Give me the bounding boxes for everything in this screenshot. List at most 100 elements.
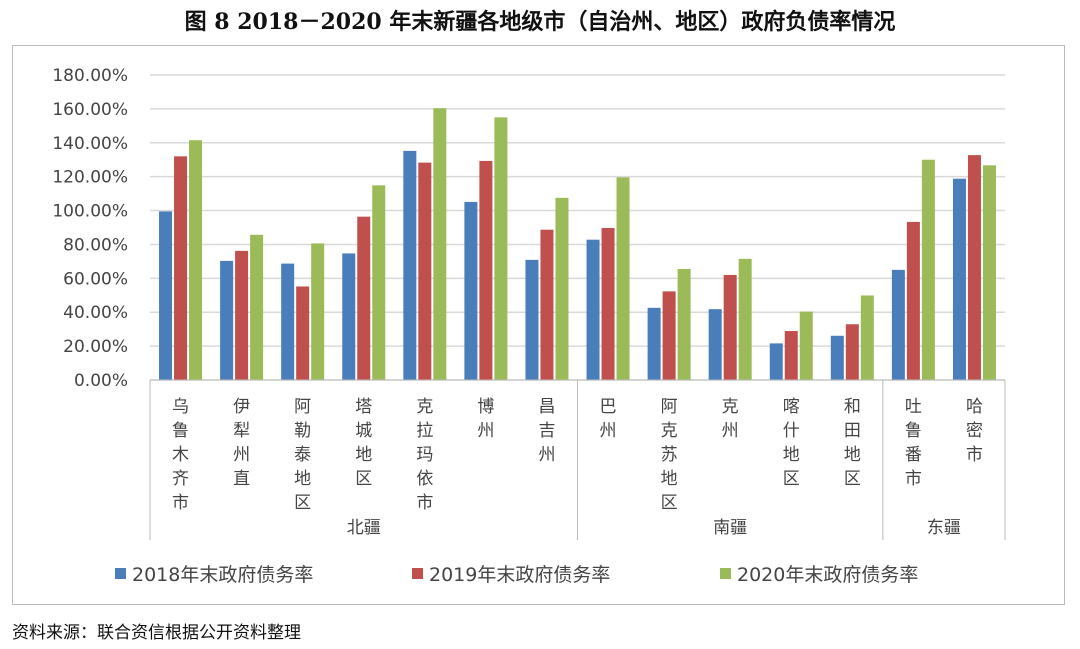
x-tick-label-char: 密 — [966, 421, 983, 441]
x-tick-label-char: 吐 — [905, 397, 922, 417]
source-note: 资料来源：联合资信根据公开资料整理 — [12, 623, 301, 643]
bar-2-10 — [784, 331, 798, 380]
bar-1-12 — [891, 269, 905, 380]
group-label: 东疆 — [927, 518, 961, 538]
bar-3-0 — [189, 140, 203, 380]
x-tick-label-char: 玛 — [416, 445, 433, 465]
x-tick-label-char: 地 — [661, 469, 678, 489]
x-tick-label-char: 区 — [294, 493, 311, 513]
chart-frame — [12, 45, 1065, 605]
x-tick-label-char: 什 — [783, 421, 800, 441]
bar-3-10 — [799, 311, 813, 380]
x-tick-label-char: 阿 — [294, 397, 311, 417]
x-tick-label-char: 市 — [966, 445, 983, 465]
bar-3-4 — [433, 108, 447, 380]
legend-swatch — [720, 568, 731, 579]
legend-label: 2018年末政府债务率 — [132, 564, 313, 586]
x-tick-label-char: 地 — [294, 469, 311, 489]
x-tick-label-char: 区 — [661, 493, 678, 513]
bar-2-2 — [296, 286, 310, 380]
y-tick-label: 100.00% — [52, 202, 128, 222]
bar-3-7 — [616, 177, 630, 380]
bar-3-12 — [921, 159, 935, 380]
bar-1-9 — [708, 309, 722, 380]
group-label: 北疆 — [347, 518, 381, 538]
bar-1-10 — [769, 343, 783, 380]
x-tick-label-char: 区 — [355, 469, 372, 489]
bar-2-1 — [235, 250, 249, 380]
bar-2-11 — [845, 324, 859, 380]
bar-1-11 — [830, 335, 844, 380]
x-tick-label-char: 番 — [905, 445, 922, 465]
x-tick-label-char: 阿 — [661, 397, 678, 417]
x-tick-label-char: 州 — [600, 421, 617, 441]
x-tick-label-char: 鲁 — [905, 421, 922, 441]
x-tick-label-char: 地 — [783, 445, 800, 465]
x-tick-label-char: 城 — [355, 421, 372, 441]
bar-1-13 — [952, 178, 966, 380]
x-tick-label-char: 塔 — [355, 397, 372, 417]
x-tick-label-char: 直 — [233, 469, 250, 489]
x-tick-label-char: 克 — [722, 397, 739, 417]
x-tick-label-char: 犁 — [233, 421, 250, 441]
bar-2-8 — [662, 291, 676, 380]
y-tick-label: 40.00% — [63, 303, 128, 323]
x-tick-label-char: 巴 — [600, 397, 617, 417]
x-tick-label-char: 克 — [416, 397, 433, 417]
x-tick-label-char: 乌 — [172, 397, 189, 417]
y-tick-label: 20.00% — [63, 337, 128, 357]
x-tick-label-char: 地 — [844, 445, 861, 465]
x-tick-label-char: 田 — [844, 421, 861, 441]
x-tick-label-char: 苏 — [661, 445, 678, 465]
legend-swatch — [115, 568, 126, 579]
x-tick-label-char: 博 — [477, 397, 494, 417]
bar-1-5 — [464, 201, 478, 380]
bar-2-0 — [174, 156, 188, 380]
bar-3-13 — [982, 165, 996, 380]
x-tick-label-char: 市 — [172, 493, 189, 513]
bar-3-1 — [250, 234, 264, 380]
x-tick-label-char: 鲁 — [172, 421, 189, 441]
y-tick-label: 180.00% — [52, 66, 128, 86]
bar-2-3 — [357, 216, 371, 380]
y-tick-label: 80.00% — [63, 235, 128, 255]
x-tick-label-char: 州 — [477, 421, 494, 441]
figure-title: 图 8 2018－2020 年末新疆各地级市（自治州、地区）政府负债率情况 — [184, 9, 896, 35]
bar-3-2 — [311, 243, 325, 380]
y-tick-label: 160.00% — [52, 100, 128, 120]
legend-swatch — [412, 568, 423, 579]
x-tick-label-char: 州 — [233, 445, 250, 465]
x-tick-label-char: 区 — [783, 469, 800, 489]
bar-3-11 — [860, 295, 874, 380]
bar-1-0 — [159, 211, 173, 380]
x-tick-label-char: 州 — [538, 445, 555, 465]
bar-2-7 — [601, 228, 615, 380]
x-tick-label-char: 伊 — [233, 397, 250, 417]
bar-3-5 — [494, 117, 508, 380]
x-tick-label-char: 昌 — [538, 397, 555, 417]
group-label: 南疆 — [713, 518, 747, 538]
bar-1-4 — [403, 150, 417, 380]
bar-1-7 — [586, 239, 600, 380]
bar-1-1 — [220, 260, 234, 380]
x-tick-label-char: 吉 — [538, 421, 555, 441]
x-tick-label-char: 和 — [844, 397, 861, 417]
bar-2-5 — [479, 160, 493, 380]
bar-3-8 — [677, 269, 691, 380]
bar-2-12 — [906, 221, 920, 380]
x-tick-label-char: 克 — [661, 421, 678, 441]
bar-2-9 — [723, 274, 737, 380]
y-tick-label: 0.00% — [74, 371, 128, 391]
x-tick-label-char: 拉 — [416, 421, 433, 441]
bar-3-9 — [738, 258, 752, 380]
bar-2-4 — [418, 162, 432, 380]
x-tick-label-char: 哈 — [966, 397, 983, 417]
y-tick-label: 140.00% — [52, 134, 128, 154]
x-tick-label-char: 地 — [355, 445, 372, 465]
legend-label: 2019年末政府债务率 — [429, 564, 610, 586]
bar-1-6 — [525, 259, 539, 380]
y-tick-label: 120.00% — [52, 168, 128, 188]
bar-2-6 — [540, 229, 554, 380]
bar-3-3 — [372, 185, 386, 380]
